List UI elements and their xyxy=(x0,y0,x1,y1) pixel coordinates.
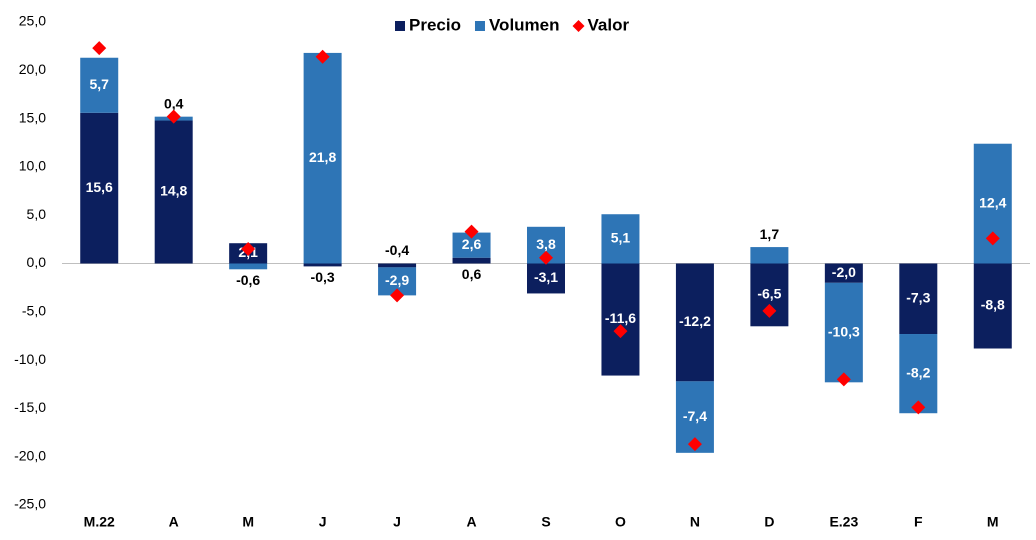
bar-segment xyxy=(899,334,938,414)
bar-segment xyxy=(824,282,863,383)
valor-marker xyxy=(613,324,628,339)
y-tick-label: 0,0 xyxy=(27,254,47,270)
data-label: 3,8 xyxy=(536,236,556,252)
bar-segment xyxy=(154,120,193,264)
valor-marker xyxy=(539,250,553,265)
data-label: -8,8 xyxy=(981,297,1005,313)
data-label: -11,6 xyxy=(605,310,636,326)
data-label: 1,7 xyxy=(760,226,780,242)
valor-marker xyxy=(390,288,405,303)
x-tick-label: N xyxy=(690,514,700,530)
data-label: 0,6 xyxy=(462,266,482,282)
data-label: -2,0 xyxy=(832,264,856,280)
data-label: -0,4 xyxy=(385,242,409,258)
valor-marker xyxy=(166,109,181,124)
y-tick-label: -10,0 xyxy=(14,351,46,367)
legend-marker xyxy=(395,21,405,31)
bar-segment xyxy=(303,52,342,264)
valor-marker xyxy=(315,49,330,64)
x-tick-label: A xyxy=(169,514,179,530)
bar-segment xyxy=(378,263,417,268)
y-tick-label: -5,0 xyxy=(22,303,46,319)
y-tick-label: 5,0 xyxy=(27,206,47,222)
x-tick-label: E.23 xyxy=(829,514,858,530)
x-tick-label: M xyxy=(242,514,254,530)
bar-segment xyxy=(229,263,268,270)
y-tick-label: 20,0 xyxy=(19,61,46,77)
bar-segment xyxy=(80,112,119,264)
data-label: -10,3 xyxy=(828,323,860,339)
x-tick-label: D xyxy=(764,514,774,530)
y-tick-label: 25,0 xyxy=(19,13,46,29)
y-tick-label: -25,0 xyxy=(14,496,46,512)
y-tick-label: 10,0 xyxy=(19,158,46,174)
x-tick-label: M.22 xyxy=(84,514,115,530)
bar-segment xyxy=(527,263,565,294)
bar-segment xyxy=(824,263,863,283)
bar-segment xyxy=(601,263,640,376)
data-label: -7,4 xyxy=(683,408,707,424)
data-label: -8,2 xyxy=(906,364,930,380)
y-tick-label: -20,0 xyxy=(14,447,46,463)
legend-label: Valor xyxy=(588,15,630,34)
valor-marker xyxy=(92,41,107,56)
x-tick-label: M xyxy=(987,514,999,530)
x-tick-label: J xyxy=(319,514,327,530)
data-label: -7,3 xyxy=(906,289,930,305)
data-label: 0,4 xyxy=(164,95,184,111)
bar-segment xyxy=(80,57,119,113)
y-tick-label: 15,0 xyxy=(19,109,46,125)
data-label: 14,8 xyxy=(160,183,187,199)
data-label: -0,3 xyxy=(311,269,335,285)
x-tick-label: J xyxy=(393,514,401,530)
valor-marker xyxy=(464,224,479,239)
data-label: 15,6 xyxy=(86,179,113,195)
bar-segment xyxy=(675,263,714,382)
data-label: -6,5 xyxy=(757,286,781,302)
x-tick-label: A xyxy=(466,514,476,530)
bar-segment xyxy=(452,257,491,264)
data-label: -0,6 xyxy=(236,272,260,288)
valor-marker xyxy=(241,242,256,257)
data-label: -3,1 xyxy=(534,269,558,285)
legend-label: Volumen xyxy=(489,15,560,34)
data-label: 12,4 xyxy=(979,194,1006,210)
bar-segment xyxy=(601,214,640,264)
valor-marker xyxy=(985,231,1000,246)
legend-marker xyxy=(572,20,585,32)
data-label: 5,1 xyxy=(611,230,631,246)
valor-marker xyxy=(911,400,926,415)
valor-marker xyxy=(762,303,777,318)
data-label: -2,9 xyxy=(385,272,409,288)
data-label: 5,7 xyxy=(89,76,109,92)
x-tick-label: F xyxy=(914,514,923,530)
bar-segment xyxy=(973,263,1012,349)
bar-segment xyxy=(750,247,789,264)
bar-segment xyxy=(899,263,938,335)
x-tick-label: S xyxy=(541,514,550,530)
data-label: -12,2 xyxy=(679,313,711,329)
valor-marker xyxy=(836,372,851,387)
legend-label: Precio xyxy=(409,15,461,34)
data-label: 2,6 xyxy=(462,236,482,252)
valor-marker xyxy=(687,437,702,452)
y-tick-label: -15,0 xyxy=(14,399,46,415)
legend-marker xyxy=(474,21,485,31)
bar-segment xyxy=(303,263,342,267)
data-label: 21,8 xyxy=(309,149,336,165)
x-tick-label: O xyxy=(615,514,626,530)
